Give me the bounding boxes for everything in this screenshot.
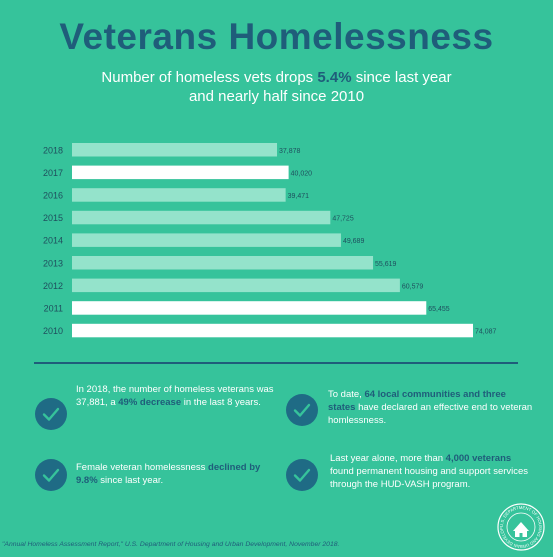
check-circle-icon (286, 394, 318, 426)
fact-highlight: 49% decrease (118, 397, 182, 408)
bar-2010 (72, 323, 473, 338)
year-tick-label: 2012 (43, 281, 63, 291)
bar-2014 (72, 233, 341, 247)
fact-text: Last year alone, more than (330, 453, 446, 464)
fact-text: have declared an effective end to vetera… (328, 402, 533, 426)
fact-text: In 2018, the number of homeless veterans… (76, 384, 274, 408)
year-tick-label: 2013 (43, 258, 63, 268)
bar-2011 (72, 301, 427, 315)
bar-value-label: 39,471 (288, 193, 310, 200)
hud-seal-icon: U.S. DEPARTMENT OF HOUSING AND URBAN DEV… (494, 498, 546, 552)
year-tick-label: 2018 (43, 145, 63, 155)
fact-decrease: In 2018, the number of homeless veterans… (76, 383, 281, 409)
fact-female: Female veteran homelessness declined by … (76, 461, 266, 487)
bar-2016 (72, 188, 286, 202)
fact-text: found permanent housing and support serv… (330, 466, 529, 490)
year-tick-label: 2014 (43, 236, 63, 246)
bar-value-label: 74,087 (475, 329, 497, 336)
check-circle-icon (35, 398, 67, 430)
year-tick-label: 2017 (43, 168, 63, 178)
fact-text: To date, (328, 389, 365, 400)
section-divider (34, 362, 518, 364)
bar-value-label: 65,455 (428, 306, 450, 313)
homeless-veterans-bar-chart: 2018 37,878 2017 40,020 2016 39,471 2015 47,725… (43, 143, 497, 338)
subtitle-text-end: since last year and nearly half since 20… (188, 69, 452, 105)
bar-value-label: 60,579 (402, 283, 424, 290)
fact-highlight: declined by 9.8% (76, 462, 261, 486)
year-tick-label: 2010 (43, 326, 63, 336)
fact-text: in the last 8 years. (181, 397, 261, 408)
bar-value-label: 37,878 (279, 148, 301, 155)
check-circle-icon (286, 459, 318, 491)
bar-2015 (72, 210, 331, 225)
bar-value-label: 49,689 (343, 238, 365, 245)
fact-highlight: 64 local communities and three states (328, 389, 506, 413)
page-title: Veterans Homelessness (59, 16, 494, 57)
bar-2018 (72, 143, 278, 157)
fact-text: Female veteran homelessness (76, 462, 209, 473)
fact-hud-vash: Last year alone, more than 4,000 veteran… (330, 452, 535, 491)
source-citation: "Annual Homeless Assessment Report," U.S… (2, 541, 340, 548)
bar-2013 (72, 256, 374, 270)
subtitle-highlight: 5.4% (317, 69, 352, 86)
year-tick-label: 2015 (43, 213, 63, 223)
year-tick-label: 2011 (44, 303, 63, 313)
page-subtitle: Number of homeless vets drops 5.4% since… (90, 68, 463, 106)
subtitle-text: Number of homeless vets drops (101, 69, 318, 86)
year-tick-label: 2016 (43, 190, 63, 200)
bar-value-label: 47,725 (332, 216, 354, 223)
fact-communities: To date, 64 local communities and three … (328, 388, 533, 427)
fact-highlight: 4,000 veterans (445, 453, 512, 464)
bar-value-label: 40,020 (291, 170, 313, 177)
bar-2017 (72, 165, 289, 180)
fact-text: since last year. (97, 475, 164, 486)
check-circle-icon (35, 459, 67, 491)
bar-value-label: 55,619 (375, 261, 397, 268)
bar-2012 (72, 278, 400, 293)
